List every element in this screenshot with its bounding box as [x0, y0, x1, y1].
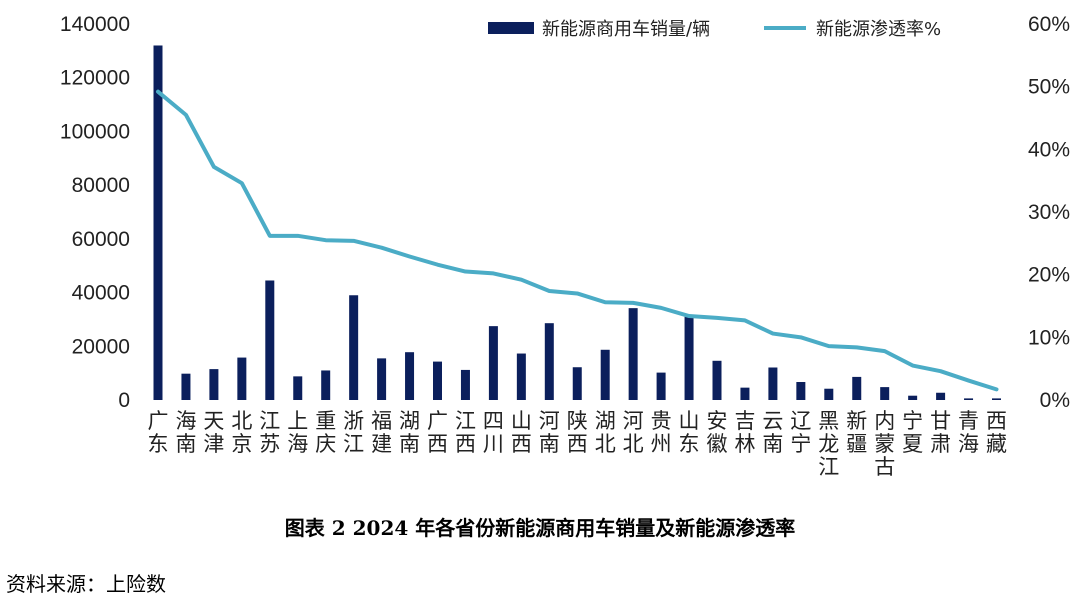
- x-tick-label: 湖北: [595, 409, 616, 456]
- line-series: [156, 89, 999, 392]
- bar: [796, 382, 806, 400]
- x-tick-label: 天津: [203, 409, 224, 456]
- penetration-line: [156, 89, 999, 392]
- bar: [992, 398, 1001, 400]
- y-left-tick-label: 40000: [72, 282, 130, 305]
- bar: [628, 308, 638, 400]
- y-left-tick-label: 20000: [72, 335, 130, 358]
- legend-line-label: 新能源渗透率%: [816, 19, 941, 40]
- x-tick-label: 贵州: [651, 409, 672, 456]
- bar: [684, 316, 694, 400]
- x-tick-label: 新疆: [846, 409, 867, 456]
- y-right-tick-label: 0%: [1040, 389, 1070, 412]
- bar: [768, 367, 778, 400]
- bar: [936, 392, 946, 400]
- x-tick-label: 重庆: [315, 409, 336, 456]
- bar: [349, 295, 359, 400]
- x-tick-label: 河南: [539, 409, 560, 456]
- x-tick-label: 上海: [287, 409, 308, 456]
- x-tick-label: 浙江: [343, 409, 364, 456]
- bar: [237, 357, 247, 400]
- y-right-tick-label: 40%: [1028, 138, 1070, 161]
- y-right-tick-label: 20%: [1028, 264, 1070, 287]
- bar: [181, 373, 191, 400]
- bar: [600, 349, 610, 400]
- y-left-tick-label: 0: [118, 389, 130, 412]
- x-tick-label: 河北: [623, 409, 644, 456]
- bar: [852, 376, 862, 400]
- y-right-tick-label: 10%: [1028, 326, 1070, 349]
- bar: [321, 370, 331, 400]
- x-tick-label: 山东: [679, 409, 700, 456]
- bar: [964, 398, 974, 400]
- x-tick-label: 广西: [427, 409, 448, 456]
- x-tick-label: 湖南: [399, 409, 420, 456]
- x-tick-label: 海南: [175, 409, 196, 456]
- bar: [209, 369, 219, 400]
- bar: [908, 395, 918, 400]
- y-left-tick-label: 100000: [60, 120, 130, 143]
- y-left-axis: 0 20000 40000 60000 80000 100000 120000 140000: [60, 13, 130, 412]
- x-tick-label: 安徽: [707, 409, 728, 456]
- bar: [265, 280, 275, 400]
- x-tick-label: 福建: [371, 409, 392, 456]
- bar: [712, 360, 722, 400]
- legend-bar-label: 新能源商用车销量/辆: [542, 19, 710, 40]
- x-tick-label: 江苏: [259, 409, 280, 456]
- bar: [824, 388, 834, 400]
- x-tick-label: 西藏: [986, 409, 1007, 456]
- x-axis: 广东海南天津北京江苏上海重庆浙江福建湖南广西江西四川山西河南陕西湖北河北贵州山东…: [148, 409, 1008, 479]
- bar: [405, 352, 415, 400]
- x-tick-label: 甘肃: [930, 409, 951, 456]
- y-left-tick-label: 120000: [60, 67, 130, 90]
- legend-bar-swatch: [488, 22, 534, 34]
- y-left-tick-label: 60000: [72, 228, 130, 251]
- x-tick-label: 吉林: [734, 409, 755, 456]
- bar: [516, 353, 526, 400]
- bar: [880, 387, 890, 400]
- bar: [488, 326, 498, 400]
- bar-series: [153, 45, 1001, 400]
- bar: [740, 387, 750, 400]
- x-tick-label: 内蒙古: [874, 409, 895, 479]
- bar: [460, 369, 470, 400]
- bar: [377, 358, 387, 400]
- x-tick-label: 山西: [511, 409, 532, 456]
- x-tick-label: 辽宁: [790, 409, 811, 456]
- bar: [433, 361, 442, 400]
- legend: 新能源商用车销量/辆 新能源渗透率%: [488, 19, 941, 40]
- x-tick-label: 江西: [455, 409, 476, 456]
- x-tick-label: 北京: [231, 409, 252, 456]
- bar: [293, 376, 303, 400]
- x-tick-label: 宁夏: [902, 409, 923, 456]
- y-left-tick-label: 140000: [60, 13, 130, 36]
- bar: [153, 45, 163, 400]
- x-tick-label: 黑龙江: [818, 409, 839, 479]
- x-tick-label: 四川: [483, 409, 504, 456]
- y-right-tick-label: 50%: [1028, 76, 1070, 99]
- y-right-tick-label: 30%: [1028, 201, 1070, 224]
- y-right-axis: 0% 10% 20% 30% 40% 50% 60%: [1028, 13, 1070, 412]
- source-note: 资料来源：上险数: [6, 572, 166, 596]
- bar: [656, 372, 666, 400]
- x-tick-label: 云南: [762, 409, 783, 456]
- y-right-tick-label: 60%: [1028, 13, 1070, 36]
- x-tick-label: 陕西: [567, 409, 588, 456]
- x-tick-label: 广东: [148, 409, 169, 456]
- chart: 020000400006000080000100000120000140000 …: [60, 13, 1070, 479]
- bar: [572, 367, 582, 400]
- y-left-tick-label: 80000: [72, 174, 130, 197]
- x-tick-label: 青海: [958, 409, 979, 456]
- chart-caption: 图表 2 2024 年各省份新能源商用车销量及新能源渗透率: [284, 516, 796, 540]
- bar: [544, 323, 554, 400]
